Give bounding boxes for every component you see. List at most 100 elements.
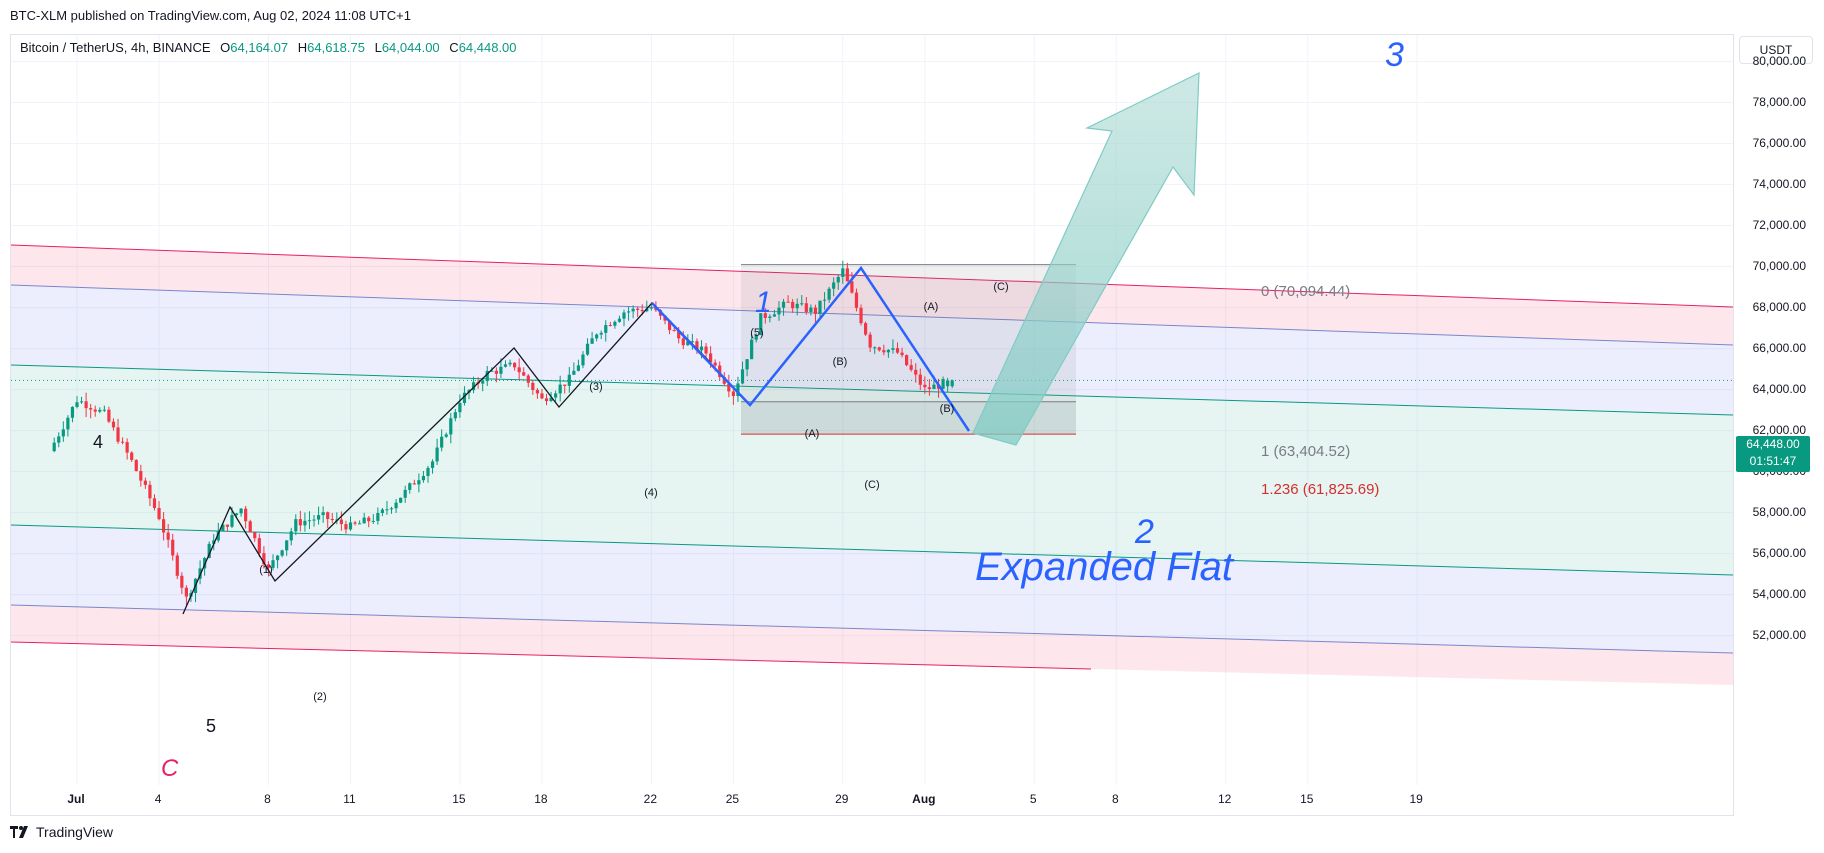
- candle-body: [326, 512, 330, 519]
- candle-body: [544, 398, 549, 402]
- candle-body: [531, 382, 535, 390]
- candle-body: [540, 393, 544, 399]
- publish-bar: BTC-XLM published on TradingView.com, Au…: [0, 0, 1824, 30]
- candle-body: [367, 517, 371, 522]
- candle-body: [554, 393, 558, 398]
- wave-3-label: 3: [1385, 36, 1404, 74]
- time-tick-label: 4: [154, 792, 162, 806]
- candle-body: [877, 347, 881, 351]
- candle-body: [130, 452, 134, 460]
- candle-body: [166, 532, 170, 540]
- tradingview-logo-icon: [10, 826, 28, 838]
- candle-body: [572, 370, 576, 375]
- subwave-3-label: (3): [589, 381, 603, 393]
- time-tick-label: 22: [643, 792, 658, 806]
- flat-c-label-2: (C): [993, 281, 1009, 293]
- candle-body: [613, 321, 617, 326]
- candle-body: [535, 389, 539, 394]
- candle-body: [576, 365, 581, 371]
- candle-body: [895, 348, 900, 353]
- candle-body: [563, 384, 567, 386]
- candle-body: [927, 387, 932, 390]
- candle-body: [221, 524, 225, 531]
- candle-body: [626, 311, 631, 313]
- time-axis[interactable]: Jul 4 8 11 15 18 22 25 29 Aug 5 8 12 15 19: [10, 784, 1732, 814]
- tradingview-footer[interactable]: TradingView: [10, 824, 113, 840]
- candle-body: [517, 367, 521, 373]
- candle-body: [225, 524, 230, 527]
- candle-body: [125, 442, 129, 453]
- price-axis[interactable]: 80,000.00 78,000.00 76,000.00 74,000.00 72,0…: [1733, 34, 1824, 814]
- symbol-description[interactable]: Bitcoin / TetherUS, 4h, BINANCE: [20, 40, 211, 55]
- candle-body: [157, 507, 161, 520]
- candle-body: [52, 442, 56, 452]
- price-tick-label: 62,000.00: [1752, 422, 1806, 437]
- candle-body: [681, 338, 685, 346]
- candle-body: [294, 519, 298, 532]
- chart-pane[interactable]: [10, 34, 1734, 816]
- channel-line-lower: [11, 604, 1733, 654]
- price-tick-label: 52,000.00: [1752, 627, 1806, 642]
- chart-canvas[interactable]: [11, 35, 1733, 815]
- wave-lines: [182, 265, 971, 615]
- candle-body: [841, 268, 845, 277]
- price-tick-label: 54,000.00: [1752, 586, 1806, 601]
- candle-body: [772, 314, 777, 317]
- candle-body: [344, 524, 348, 530]
- candle-body: [731, 391, 735, 397]
- candle-body: [303, 520, 307, 526]
- candle-body: [640, 309, 644, 312]
- candle-body: [854, 292, 859, 308]
- candle-body: [859, 307, 863, 324]
- candle-body: [736, 383, 740, 397]
- channel-line-lower-green: [11, 524, 1733, 576]
- candle-body: [590, 338, 594, 344]
- candle-body: [143, 480, 147, 485]
- candle-body: [740, 369, 745, 384]
- candle-body: [458, 402, 462, 413]
- candle-body: [248, 521, 252, 533]
- candle-body: [371, 520, 375, 522]
- candle-body: [727, 383, 731, 392]
- candle-body: [722, 376, 726, 384]
- time-tick-label: 5: [1029, 792, 1037, 806]
- symbol-legend[interactable]: Bitcoin / TetherUS, 4h, BINANCE O64,164.…: [20, 40, 517, 55]
- candle-body: [704, 346, 708, 354]
- candle-body: [376, 512, 380, 521]
- candle-body: [513, 362, 517, 368]
- candle-body: [462, 392, 467, 403]
- candle-body: [636, 308, 640, 310]
- candle-body: [275, 555, 280, 561]
- candle-body: [604, 325, 608, 333]
- time-tick-label: Jul: [67, 792, 85, 806]
- fib-level-0-label: 0 (70,094.44): [1261, 283, 1351, 300]
- candle-body: [822, 299, 827, 301]
- candle-body: [481, 381, 485, 384]
- candle-body: [914, 369, 918, 375]
- low-value: 64,044.00: [381, 40, 440, 55]
- candle-body: [107, 409, 111, 422]
- time-tick-label: 8: [1111, 792, 1119, 806]
- candle-body: [216, 530, 220, 541]
- candle-body: [120, 441, 125, 443]
- candle-body: [800, 303, 804, 305]
- candle-body: [66, 417, 70, 430]
- candle-body: [453, 412, 457, 419]
- candle-body: [567, 374, 571, 386]
- subwave-1-label: (1): [259, 564, 273, 576]
- price-tick-label: 72,000.00: [1752, 217, 1806, 232]
- published-info: BTC-XLM published on TradingView.com, Au…: [10, 8, 411, 23]
- channel-line-bottom: [11, 641, 1092, 670]
- price-tick-label: 56,000.00: [1752, 545, 1806, 560]
- candle-body: [781, 301, 786, 308]
- flat-c-label-1: (C): [864, 479, 880, 491]
- candle-body: [813, 307, 818, 314]
- candle-body: [868, 334, 872, 348]
- candle-body: [832, 282, 836, 289]
- currency-selector-button[interactable]: USDT: [1739, 36, 1813, 64]
- candle-body: [690, 341, 694, 343]
- candle-body: [886, 349, 890, 353]
- candle-body: [850, 281, 854, 293]
- candle-body: [709, 353, 713, 363]
- candle-body: [171, 539, 175, 556]
